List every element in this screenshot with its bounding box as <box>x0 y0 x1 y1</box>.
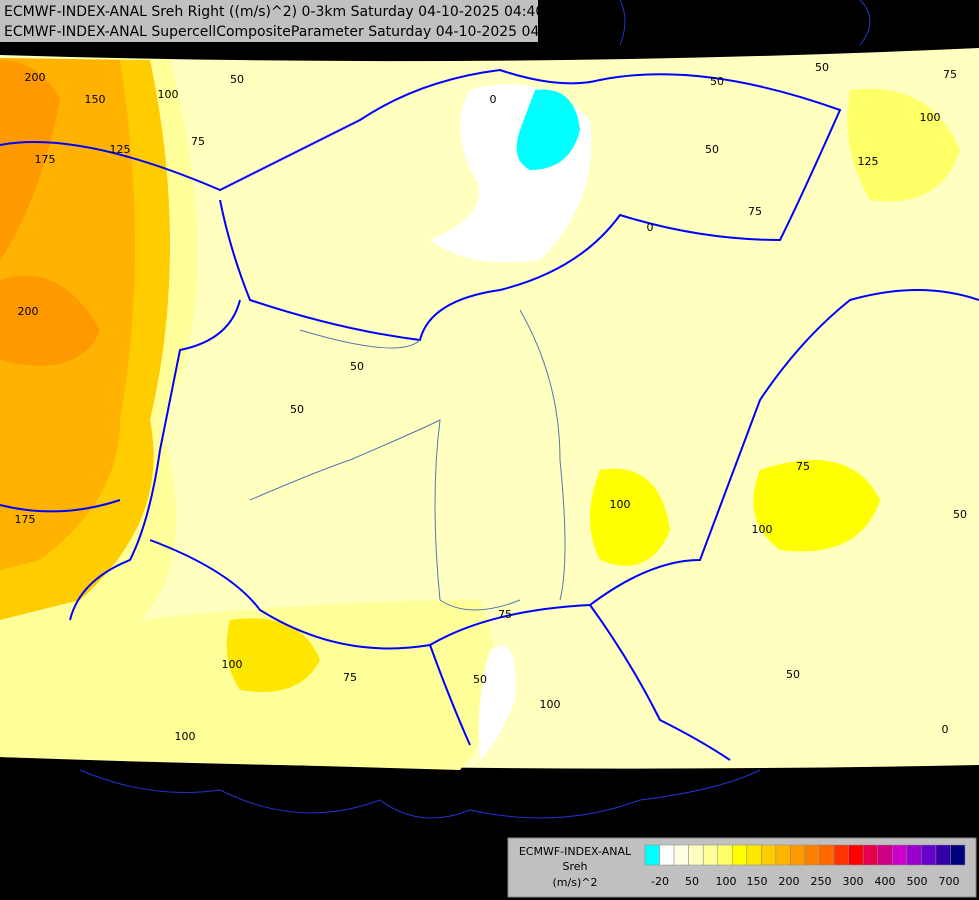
border <box>0 499 121 513</box>
contour-label: 100 <box>752 523 773 536</box>
legend-swatch <box>790 844 806 866</box>
legend-swatch <box>862 844 878 866</box>
contour-label: 100 <box>920 111 941 124</box>
outer-borders <box>79 0 871 819</box>
contour-label: 50 <box>473 673 487 686</box>
header-line: ECMWF-INDEX-ANAL SupercellCompositeParam… <box>4 24 562 40</box>
river <box>249 419 521 611</box>
legend-title: Sreh <box>562 860 587 873</box>
contour-label: 0 <box>647 221 654 234</box>
contour-label: 175 <box>35 153 56 166</box>
contour-label: 125 <box>858 155 879 168</box>
legend-swatch <box>702 844 718 866</box>
header-box <box>0 0 538 42</box>
legend-swatch <box>848 844 864 866</box>
contour-label: 200 <box>25 71 46 84</box>
legend-swatch <box>877 844 893 866</box>
rivers <box>249 309 566 611</box>
legend-swatch <box>833 844 849 866</box>
contour-label: 150 <box>85 93 106 106</box>
legend-swatch <box>673 844 689 866</box>
legend-tick: 200 <box>779 875 800 888</box>
river <box>299 329 421 349</box>
legend-swatch <box>732 844 748 866</box>
border <box>429 604 731 761</box>
contour-label: 100 <box>610 498 631 511</box>
contour-label: 75 <box>943 68 957 81</box>
contour-label: 50 <box>786 668 800 681</box>
contour-label: 100 <box>540 698 561 711</box>
border <box>79 769 761 819</box>
border <box>0 68 842 342</box>
contour-label: 0 <box>942 723 949 736</box>
field-peak <box>0 275 100 366</box>
legend-swatch <box>906 844 922 866</box>
contour-label: 75 <box>343 671 357 684</box>
legend-tick: -20 <box>651 875 669 888</box>
river <box>519 309 566 601</box>
legend-swatch <box>950 844 966 866</box>
legend-title: ECMWF-INDEX-ANAL <box>519 845 632 858</box>
contour-label: 100 <box>158 88 179 101</box>
contour-label: 50 <box>230 73 244 86</box>
contour-label: 50 <box>350 360 364 373</box>
legend-swatch <box>746 844 762 866</box>
border <box>619 0 871 46</box>
data-area <box>0 48 979 769</box>
field-negative <box>516 89 580 170</box>
legend-tick: 150 <box>747 875 768 888</box>
border <box>69 299 241 621</box>
legend-swatch <box>892 844 908 866</box>
legend-tick: 250 <box>811 875 832 888</box>
contour-label: 75 <box>748 205 762 218</box>
contour-label: 75 <box>796 460 810 473</box>
legend-tick: 100 <box>716 875 737 888</box>
contour-labels: 200 150 100 50 75 125 175 200 50 50 175 100 75 100 100… <box>15 61 968 743</box>
field-peak <box>0 60 60 260</box>
contour-label: 50 <box>705 143 719 156</box>
legend-swatch <box>775 844 791 866</box>
field-spot <box>847 88 960 202</box>
field-spot <box>590 468 670 566</box>
legend-tick: 400 <box>875 875 896 888</box>
contour-label: 50 <box>815 61 829 74</box>
field-spot <box>753 460 880 552</box>
field-spot <box>226 618 320 692</box>
legend-swatch <box>921 844 937 866</box>
legend-tick: 500 <box>907 875 928 888</box>
borders <box>0 68 979 761</box>
contour-label: 175 <box>15 513 36 526</box>
legend-swatch <box>819 844 835 866</box>
legend-tick: 50 <box>685 875 699 888</box>
contour-label: 50 <box>290 403 304 416</box>
legend-swatch <box>761 844 777 866</box>
legend-swatch <box>935 844 951 866</box>
contour-label: 200 <box>18 305 39 318</box>
legend-swatch <box>717 844 733 866</box>
contour-label: 100 <box>222 658 243 671</box>
contour-label: 100 <box>175 730 196 743</box>
legend-swatch <box>804 844 820 866</box>
legend-swatch <box>644 844 660 866</box>
border <box>149 289 979 650</box>
field-low <box>478 645 516 760</box>
legend-swatch <box>688 844 704 866</box>
contour-label: 0 <box>490 93 497 106</box>
contour-label: 50 <box>953 508 967 521</box>
legend-swatch <box>659 844 675 866</box>
contour-label: 50 <box>710 75 724 88</box>
header-line: ECMWF-INDEX-ANAL Sreh Right ((m/s)^2) 0-… <box>4 4 544 20</box>
legend-tick: 300 <box>843 875 864 888</box>
legend-title: (m/s)^2 <box>553 876 598 889</box>
legend-scale: -20 50 100 150 200 250 300 400 500 700 <box>644 844 966 888</box>
contour-label: 75 <box>498 608 512 621</box>
legend-tick: 700 <box>939 875 960 888</box>
contour-label: 125 <box>110 143 131 156</box>
contour-label: 75 <box>191 135 205 148</box>
